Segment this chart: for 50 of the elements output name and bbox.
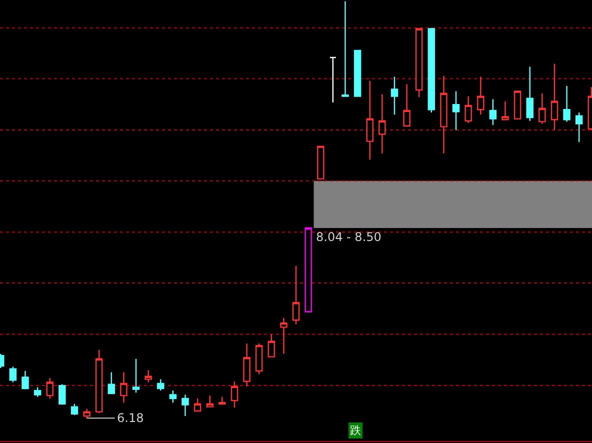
candlestick bbox=[538, 92, 546, 124]
candlestick bbox=[9, 366, 17, 383]
candlestick bbox=[255, 342, 263, 375]
candlestick bbox=[58, 384, 66, 406]
candlestick bbox=[575, 112, 583, 143]
candlestick bbox=[268, 334, 275, 358]
candlestick bbox=[440, 75, 448, 154]
candlestick bbox=[464, 96, 472, 124]
candlestick bbox=[218, 396, 226, 404]
candlestick bbox=[304, 227, 312, 312]
candlestick bbox=[70, 403, 78, 416]
candlestick bbox=[428, 27, 435, 114]
candlestick bbox=[563, 85, 570, 122]
candlestick bbox=[144, 370, 152, 383]
candlestick bbox=[292, 265, 300, 325]
text: 跌 bbox=[350, 424, 361, 437]
candlestick bbox=[83, 408, 90, 419]
candlestick bbox=[95, 349, 103, 414]
candlestick bbox=[22, 370, 29, 390]
candlestick bbox=[157, 378, 164, 392]
candlestick bbox=[46, 377, 54, 400]
candlestick bbox=[194, 398, 202, 412]
candlestick bbox=[415, 28, 423, 98]
candlestick bbox=[169, 390, 177, 404]
candlestick bbox=[526, 66, 534, 122]
candlestick bbox=[378, 94, 386, 154]
candlestick bbox=[390, 76, 398, 116]
candlestick bbox=[317, 146, 324, 180]
candlestick bbox=[329, 56, 337, 104]
band-label: 8.04 - 8.50 bbox=[316, 230, 382, 244]
candlestick bbox=[120, 372, 128, 404]
candlestick bbox=[206, 394, 214, 408]
candlestick bbox=[230, 380, 238, 408]
candlestick bbox=[477, 76, 484, 116]
candlestick bbox=[502, 100, 509, 120]
candlestick bbox=[108, 372, 115, 394]
candlestick bbox=[34, 386, 42, 398]
candlestick bbox=[182, 394, 189, 417]
candlestick bbox=[132, 358, 140, 394]
candlestick bbox=[280, 317, 288, 354]
candlestick bbox=[489, 98, 497, 126]
candlestick bbox=[243, 342, 250, 387]
candlestick bbox=[550, 63, 558, 131]
candlestick bbox=[452, 90, 460, 131]
candlestick bbox=[342, 0, 349, 97]
candlestick bbox=[366, 80, 374, 160]
candlestick bbox=[403, 84, 410, 126]
candlestick bbox=[514, 90, 522, 120]
annotation: 6.18 bbox=[117, 411, 144, 425]
candlestick bbox=[354, 50, 362, 97]
